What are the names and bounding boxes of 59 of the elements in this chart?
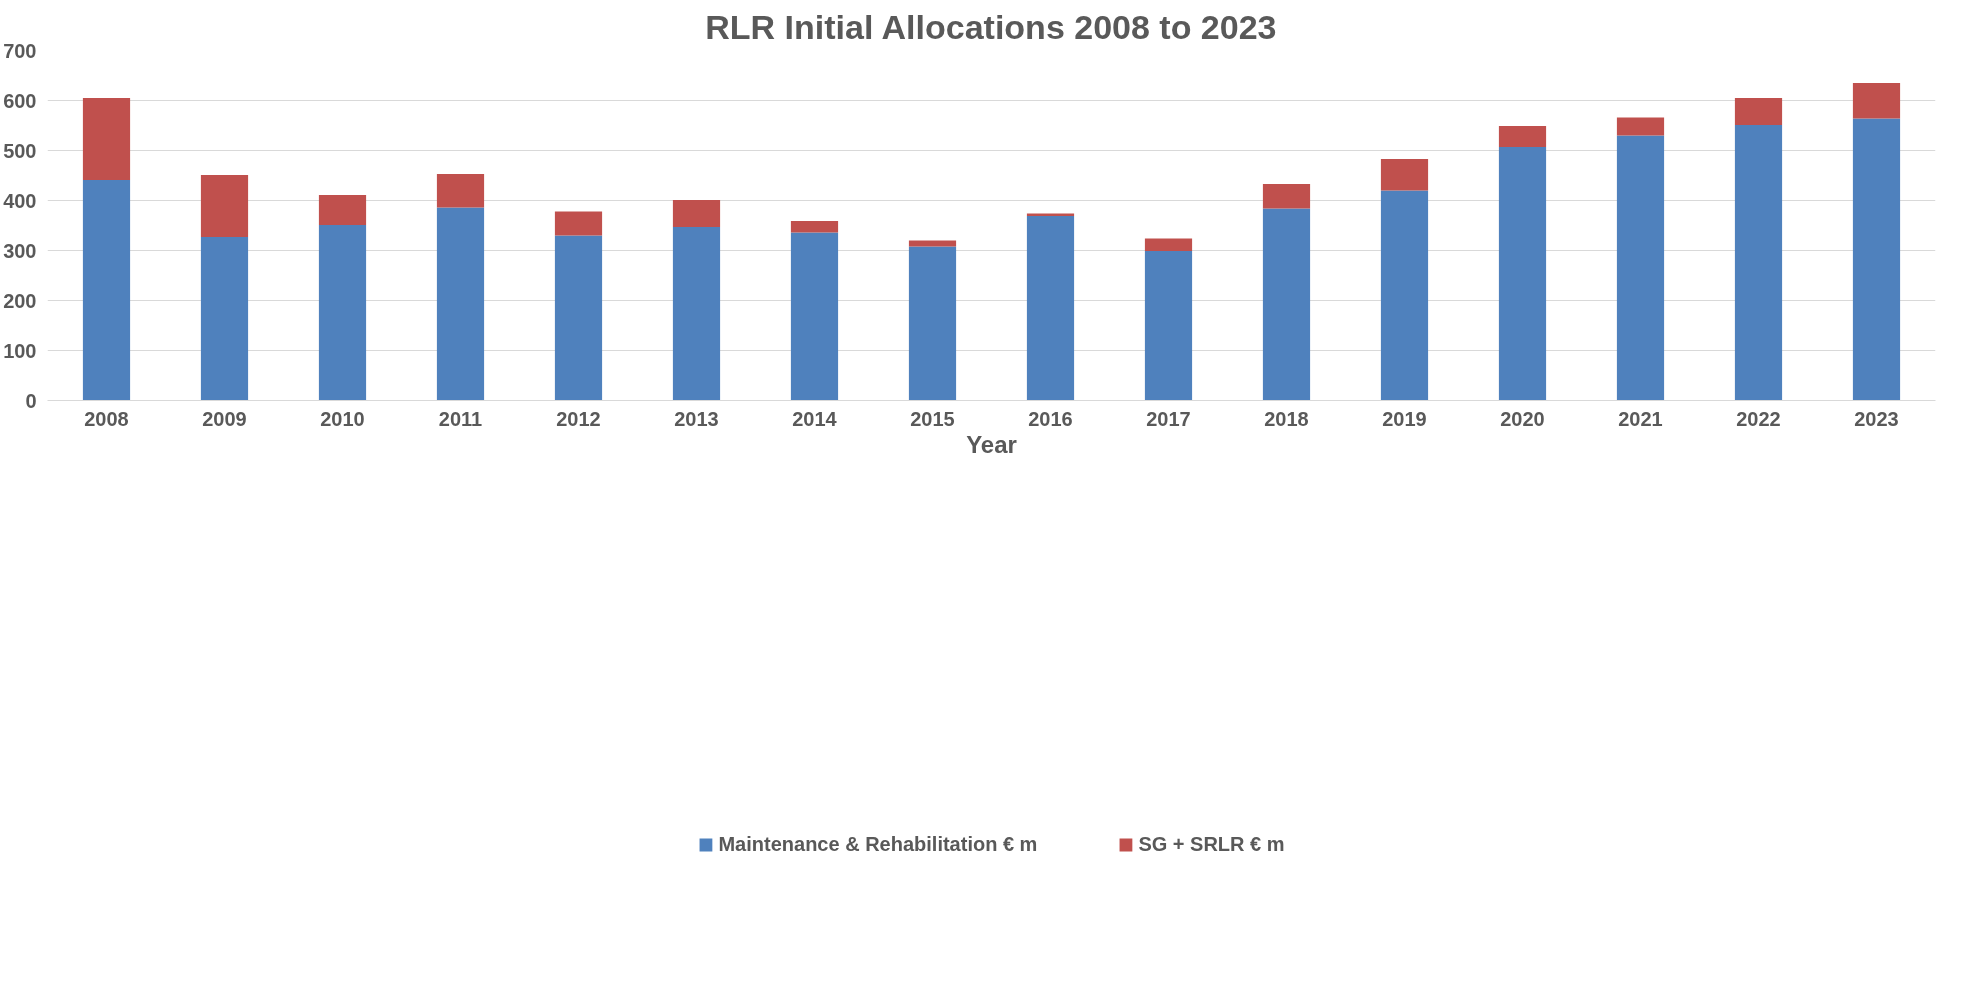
y-tick-label: 200 [3,289,37,312]
y-tick-label: 500 [3,139,37,162]
x-tick-label: 2021 [1618,407,1663,430]
y-tick-label: 300 [3,239,37,262]
x-tick-label: 2008 [84,407,129,430]
x-tick-label: 2015 [910,407,955,430]
legend-label: Maintenance & Rehabilitation € m [718,832,1038,856]
bar [1262,184,1311,209]
bar [908,246,957,401]
y-tick-label: 0 [25,389,37,412]
bar [1616,117,1665,136]
bar [908,240,957,247]
bar [318,225,367,401]
bar [1380,159,1429,191]
x-tick-label: 2012 [556,407,601,430]
x-tick-label: 2023 [1854,407,1899,430]
x-tick-label: 2018 [1264,407,1309,430]
bar [436,174,485,208]
bar [200,175,249,237]
bar [1262,208,1311,401]
chart-title: RLR Initial Allocations 2008 to 2023 [705,7,1277,46]
bar [1144,251,1193,401]
x-tick-label: 2010 [320,407,365,430]
bar [1734,125,1783,401]
x-tick-label: 2014 [792,407,838,430]
bar [1498,126,1547,147]
x-tick-label: 2009 [202,407,247,430]
bar [1026,216,1075,401]
x-tick-label: 2020 [1500,407,1545,430]
bar [672,200,721,227]
y-tick-label: 100 [3,339,37,362]
bar [1498,147,1547,401]
y-tick-label: 600 [3,89,37,112]
bar [1734,98,1783,125]
bar [82,180,131,401]
bar [82,98,131,180]
x-tick-label: 2019 [1382,407,1427,430]
x-tick-label: 2017 [1146,407,1191,430]
x-axis-title: Year [966,430,1017,458]
x-tick-label: 2013 [674,407,719,430]
bar [672,227,721,401]
x-tick-label: 2011 [438,407,483,430]
legend-label: SG + SRLR € m [1138,832,1285,856]
bar [1852,83,1901,119]
bar [1852,118,1901,401]
bar [318,195,367,225]
x-tick-label: 2022 [1736,407,1781,430]
bar [554,235,603,401]
bar [790,221,839,233]
bar [436,207,485,401]
bar [1616,135,1665,401]
bar [554,211,603,236]
y-tick-label: 700 [3,39,37,62]
bar [1144,238,1193,251]
bar [790,232,839,401]
x-tick-label: 2016 [1028,407,1073,430]
bar [1380,190,1429,401]
bar [200,237,249,401]
y-tick-label: 400 [3,189,37,212]
